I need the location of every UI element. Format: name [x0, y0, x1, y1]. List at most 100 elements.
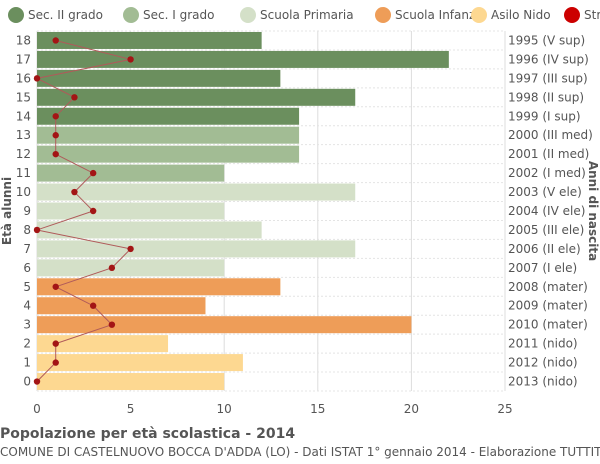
legend-swatch-4: [471, 7, 487, 23]
foreign-point-age-16: [33, 75, 41, 82]
birth-tick-label-8: 2005 (III ele): [508, 223, 584, 237]
bars: [37, 31, 449, 391]
y-axis-title: Età alunni: [0, 177, 14, 245]
age-tick-label-16: 16: [16, 71, 31, 85]
legend-label-4: Asilo Nido: [491, 8, 551, 22]
age-tick-label-8: 8: [23, 223, 31, 237]
legend-label-1: Sec. I grado: [143, 8, 214, 22]
bar-age-1: [37, 354, 243, 372]
chart-title: Popolazione per età scolastica - 2014: [0, 426, 295, 442]
bar-age-14: [37, 107, 300, 125]
birth-tick-label-14: 1999 (I sup): [508, 109, 581, 123]
birth-tick-label-11: 2002 (I med): [508, 166, 586, 180]
bar-age-0: [37, 373, 225, 391]
birth-tick-label-7: 2006 (II ele): [508, 242, 581, 256]
age-tick-label-12: 12: [16, 147, 31, 161]
birth-tick-label-2: 2011 (nido): [508, 337, 578, 351]
age-tick-label-2: 2: [23, 337, 31, 351]
foreign-point-age-8: [33, 226, 41, 234]
chart-subtitle: COMUNE DI CASTELNUOVO BOCCA D'ADDA (LO) …: [0, 445, 600, 459]
age-tick-label-10: 10: [16, 185, 31, 199]
foreign-point-age-6: [108, 264, 116, 272]
birth-tick-label-5: 2008 (mater): [508, 280, 588, 294]
foreign-point-age-3: [108, 321, 116, 328]
birth-tick-label-17: 1996 (IV sup): [508, 52, 589, 66]
birth-tick-label-6: 2007 (I ele): [508, 261, 577, 275]
foreign-point-age-11: [89, 169, 97, 177]
age-tick-label-6: 6: [23, 261, 31, 275]
birth-tick-label-4: 2009 (mater): [508, 299, 588, 313]
foreign-point-age-5: [52, 283, 59, 290]
legend-swatch-5: [564, 7, 580, 23]
age-tick-label-17: 17: [16, 52, 31, 66]
age-tick-label-5: 5: [23, 280, 31, 294]
birth-tick-label-13: 2000 (III med): [508, 128, 593, 142]
x-tick-label-0: 0: [33, 402, 41, 416]
foreign-point-age-7: [127, 245, 134, 253]
foreign-point-age-14: [52, 113, 59, 120]
foreign-series: [33, 37, 134, 385]
age-tick-label-13: 13: [16, 128, 31, 142]
foreign-point-age-4: [89, 302, 97, 309]
age-tick-label-11: 11: [16, 166, 31, 180]
birth-tick-label-9: 2004 (IV ele): [508, 204, 585, 218]
birth-tick-label-1: 2012 (nido): [508, 356, 578, 370]
age-tick-label-18: 18: [16, 33, 31, 47]
foreign-point-age-15: [71, 94, 78, 101]
foreign-point-age-13: [52, 132, 59, 139]
legend-label-0: Sec. II grado: [28, 8, 103, 22]
birth-tick-label-15: 1998 (II sup): [508, 90, 584, 104]
foreign-point-age-0: [33, 378, 41, 385]
bar-age-13: [37, 126, 300, 144]
legend-label-2: Scuola Primaria: [260, 8, 354, 22]
foreign-point-age-12: [52, 150, 59, 158]
bar-age-8: [37, 221, 262, 239]
foreign-point-age-17: [127, 56, 134, 63]
bar-age-17: [37, 50, 449, 68]
legend-swatch-3: [375, 7, 391, 23]
legend-swatch-0: [8, 7, 24, 23]
x-tick-label-4: 20: [404, 402, 419, 416]
age-tick-label-0: 0: [23, 375, 31, 389]
bar-age-15: [37, 88, 356, 106]
birth-tick-label-3: 2010 (mater): [508, 318, 588, 332]
bar-age-6: [37, 259, 225, 277]
foreign-point-age-10: [71, 188, 78, 196]
legend-swatch-1: [123, 7, 139, 23]
y-axis-right-title: Anni di nascita: [586, 161, 600, 261]
legend-label-3: Scuola Infanzia: [395, 8, 486, 22]
birth-tick-label-0: 2013 (nido): [508, 375, 578, 389]
foreign-point-age-2: [52, 340, 59, 347]
birth-tick-label-10: 2003 (V ele): [508, 185, 582, 199]
bar-age-3: [37, 316, 412, 334]
bar-age-5: [37, 278, 281, 296]
age-tick-label-15: 15: [16, 90, 31, 104]
age-tick-label-14: 14: [16, 109, 31, 123]
age-tick-label-4: 4: [23, 299, 31, 313]
age-tick-label-7: 7: [23, 242, 31, 256]
birth-tick-label-18: 1995 (V sup): [508, 33, 585, 47]
foreign-point-age-18: [52, 37, 59, 44]
bar-age-7: [37, 240, 356, 258]
age-tick-label-9: 9: [23, 204, 31, 218]
legend-swatch-2: [240, 7, 256, 23]
age-tick-label-1: 1: [23, 356, 31, 370]
grid: [36, 30, 506, 392]
foreign-point-age-1: [52, 359, 59, 366]
age-tick-label-3: 3: [23, 318, 31, 332]
bar-age-9: [37, 202, 225, 220]
x-tick-label-1: 5: [127, 402, 135, 416]
birth-tick-label-12: 2001 (II med): [508, 147, 589, 161]
x-tick-label-2: 10: [217, 402, 232, 416]
x-tick-label-5: 25: [497, 402, 512, 416]
bar-age-16: [37, 69, 281, 87]
bar-age-12: [37, 145, 300, 163]
birth-tick-label-16: 1997 (III sup): [508, 71, 588, 85]
x-tick-label-3: 15: [310, 402, 325, 416]
bar-age-4: [37, 297, 206, 315]
legend: Sec. II grado Sec. I grado Scuola Primaria…: [8, 7, 600, 23]
bar-age-11: [37, 164, 225, 182]
